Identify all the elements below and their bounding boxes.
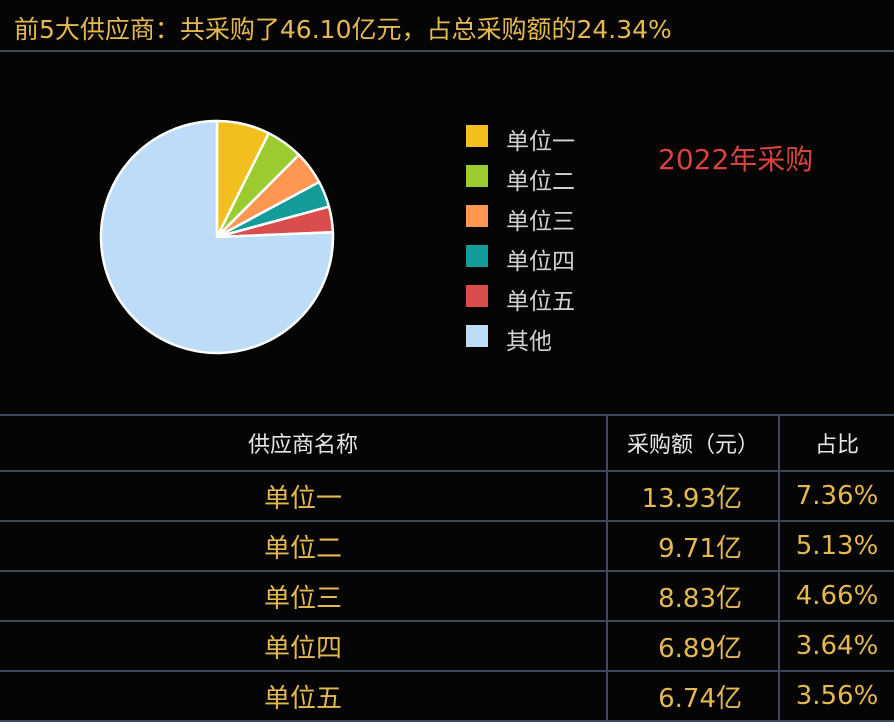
legend-swatch [466,165,488,187]
legend-swatch [466,325,488,347]
chart-title: 2022年采购 [658,143,814,176]
amount-cell: 13.93亿 [606,472,778,520]
supplier-name-cell: 单位四 [263,633,342,664]
table-row: 单位一 13.93亿 7.36% [0,472,894,522]
legend-swatch [466,245,488,267]
table-header-row: 供应商名称 采购额（元） 占比 [0,416,894,472]
table-row: 单位五 6.74亿 3.56% [0,672,894,722]
legend-label: 单位二 [506,169,575,195]
share-cell: 3.64% [778,622,894,670]
amount-cell: 6.74亿 [606,672,778,720]
share-cell: 3.56% [778,672,894,720]
legend-swatch [466,205,488,227]
share-cell: 7.36% [778,472,894,520]
amount-cell: 6.89亿 [606,622,778,670]
supplier-table: 供应商名称 采购额（元） 占比 单位一 13.93亿 7.36% 单位二 9.7… [0,414,894,722]
column-header-supplier: 供应商名称 [247,433,358,458]
supplier-name-cell: 单位二 [263,533,342,564]
amount-cell: 9.71亿 [606,522,778,570]
legend-swatch [466,285,488,307]
share-cell: 5.13% [778,522,894,570]
pie-slice-6 [99,119,335,355]
header-bar: 前5大供应商：共采购了46.10亿元，占总采购额的24.34% [0,0,894,52]
column-header-share: 占比 [778,416,894,470]
column-header-amount: 采购额（元） [606,416,778,470]
chart-area: 单位一 单位二 单位三 单位四 单位五 其他 2022年 [0,54,894,414]
table-row: 单位四 6.89亿 3.64% [0,622,894,672]
share-cell: 4.66% [778,572,894,620]
table-row: 单位二 9.71亿 5.13% [0,522,894,572]
legend-label: 单位一 [506,129,575,155]
legend-label: 单位三 [506,209,575,235]
supplier-name-cell: 单位三 [263,583,342,614]
supplier-name-cell: 单位五 [263,683,342,714]
page-title: 前5大供应商：共采购了46.10亿元，占总采购额的24.34% [14,15,672,44]
table-row: 单位三 8.83亿 4.66% [0,572,894,622]
amount-cell: 8.83亿 [606,572,778,620]
supplier-name-cell: 单位一 [263,483,342,514]
legend-swatch [466,125,488,147]
pie-chart [99,119,335,355]
legend-label: 其他 [506,329,552,355]
legend-label: 单位五 [506,289,575,315]
legend-label: 单位四 [506,249,575,275]
